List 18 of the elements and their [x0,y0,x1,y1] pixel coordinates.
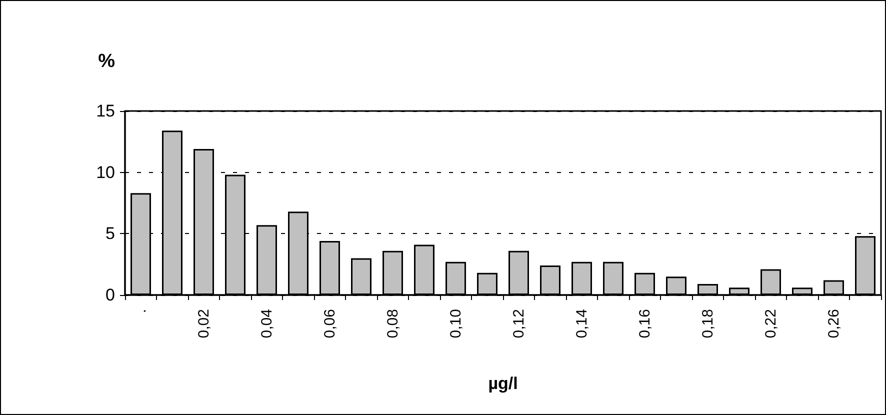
y-tick-label: 10 [96,162,115,182]
y-tick-label: 5 [106,224,115,244]
x-tick-label: 0,22 [762,309,780,338]
x-tick-label: 0,08 [384,309,402,338]
x-tick-label: . [132,309,150,314]
x-tick-label: 0,26 [825,309,842,338]
x-tick-label: 0,14 [573,309,590,338]
x-tick-label: 0,04 [258,309,276,338]
x-tick-label: 0,18 [699,309,716,338]
y-tick-label: 15 [96,102,115,120]
y-tick-label: 0 [106,286,115,304]
x-tick-label: 0,12 [510,309,528,338]
x-axis-title: µg/l [488,374,518,393]
x-tick-label: 0,10 [447,309,464,338]
x-tick-label: 0,02 [195,309,212,338]
x-tick-label: 0,06 [321,309,338,338]
x-tick-label: 0,16 [636,309,654,338]
y-axis-title: % [98,51,116,72]
